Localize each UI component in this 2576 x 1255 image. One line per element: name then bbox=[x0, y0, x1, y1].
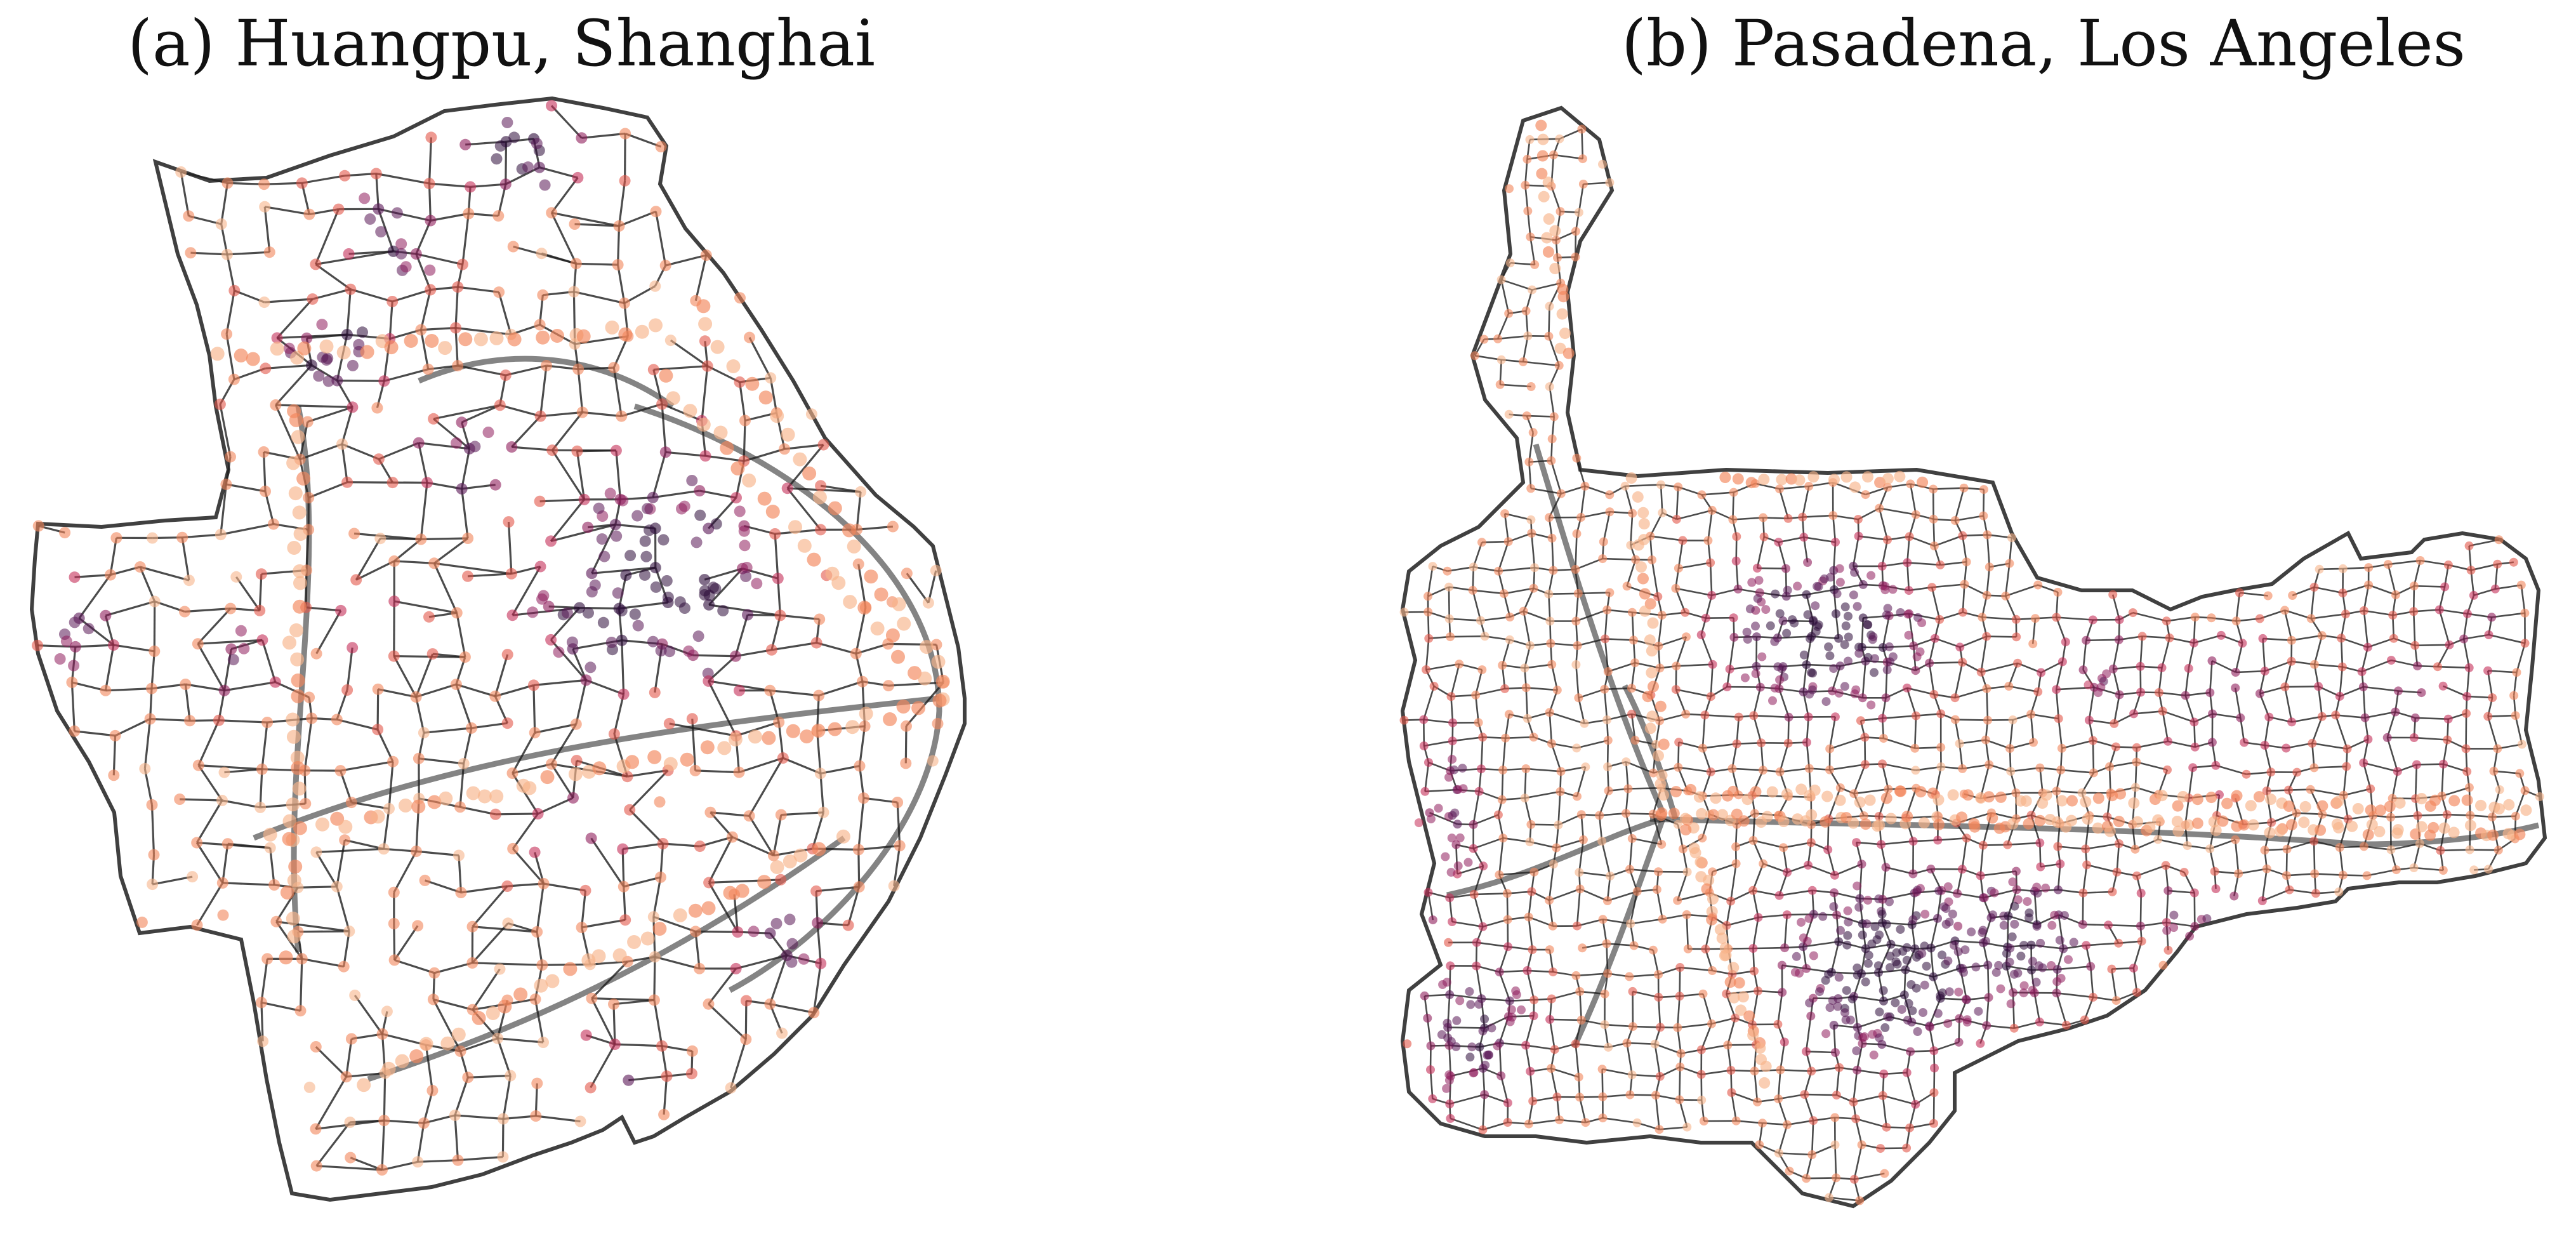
major-road bbox=[1533, 443, 1666, 814]
intersection-nodes-b bbox=[1399, 119, 2544, 1205]
intersection-nodes-a bbox=[32, 100, 950, 1176]
district-boundary bbox=[1400, 105, 2547, 1209]
map-pasadena-los-angeles bbox=[1399, 105, 2547, 1209]
major-road bbox=[1446, 816, 1664, 898]
panel-huangpu-shanghai: (a) Huangpu, Shanghai bbox=[0, 0, 1282, 1255]
map-huangpu-shanghai bbox=[29, 96, 967, 1202]
major-road bbox=[1622, 684, 1679, 820]
major-road bbox=[367, 835, 846, 1082]
major-road bbox=[1571, 818, 1666, 1049]
panel-pasadena-los-angeles: (b) Pasadena, Los Angeles bbox=[1282, 0, 2576, 1255]
panel-title-b: (b) Pasadena, Los Angeles bbox=[1622, 6, 2466, 81]
panel-title-a: (a) Huangpu, Shanghai bbox=[127, 6, 876, 81]
major-road bbox=[253, 695, 940, 841]
district-boundary bbox=[29, 96, 967, 1202]
